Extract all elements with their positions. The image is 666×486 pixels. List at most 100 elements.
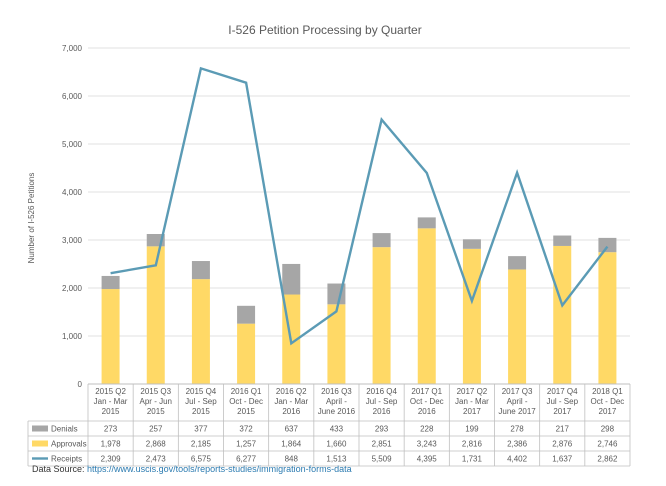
data-source-label: Data Source: — [32, 464, 85, 474]
table-cell: 4,395 — [417, 455, 438, 464]
x-category-label: Oct - Dec — [591, 397, 625, 406]
legend-key-denials — [32, 425, 48, 432]
table-cell: 433 — [330, 425, 344, 434]
table-cell: 2,746 — [597, 440, 618, 449]
x-category-label: June 2016 — [318, 407, 356, 416]
data-source: Data Source: https://www.uscis.gov/tools… — [32, 464, 352, 474]
table-cell: 1,637 — [552, 455, 573, 464]
y-tick-label: 5,000 — [62, 140, 83, 149]
table-cell: 372 — [239, 425, 253, 434]
x-category-label: Jul - Sep — [366, 397, 398, 406]
table-cell: 4,402 — [507, 455, 528, 464]
x-category-label: 2017 Q2 — [457, 387, 488, 396]
approvals-bar — [237, 323, 256, 384]
gridlines — [88, 47, 630, 385]
table-cell: 217 — [556, 425, 570, 434]
table-cell: 2,473 — [146, 455, 167, 464]
x-category-label: 2015 — [237, 407, 255, 416]
x-category-label: 2015 Q2 — [95, 387, 126, 396]
x-category-label: Jul - Sep — [546, 397, 578, 406]
receipts-line — [110, 66, 609, 346]
legend-label-denials: Denials — [51, 425, 78, 434]
x-category-label: 2016 — [418, 407, 436, 416]
approvals-bar — [327, 304, 346, 384]
x-category-label: 2018 Q1 — [592, 387, 623, 396]
x-category-label: 2016 — [282, 407, 300, 416]
approvals-bar — [417, 228, 436, 384]
x-category-label: 2016 Q2 — [276, 387, 307, 396]
approvals-bar — [372, 247, 391, 384]
legend-key-approvals — [32, 440, 48, 447]
denials-bar — [191, 261, 210, 280]
table-cell: 298 — [601, 425, 615, 434]
x-category-label: 2016 — [373, 407, 391, 416]
denials-bar — [553, 235, 572, 246]
table-cell: 1,513 — [326, 455, 347, 464]
x-category-label: 2015 Q4 — [186, 387, 217, 396]
table-cell: 2,851 — [372, 440, 393, 449]
x-category-label: 2015 Q3 — [140, 387, 171, 396]
table-cell: 848 — [285, 455, 299, 464]
denials-bar — [462, 239, 481, 249]
y-tick-label: 6,000 — [62, 92, 83, 101]
table-cell: 5,509 — [372, 455, 393, 464]
table-cell: 1,660 — [326, 440, 347, 449]
table-cell: 3,243 — [417, 440, 438, 449]
approvals-bar — [462, 248, 481, 384]
x-category-label: 2017 Q4 — [547, 387, 578, 396]
y-tick-label: 0 — [78, 380, 83, 389]
approvals-bar — [146, 246, 165, 384]
y-axis-label: Number of I-526 Petitions — [27, 173, 36, 264]
approvals-bar — [508, 269, 527, 384]
approvals-bar — [101, 289, 120, 384]
denials-bar — [417, 217, 436, 229]
x-category-label: 2016 Q4 — [366, 387, 397, 396]
table-cell: 2,185 — [191, 440, 212, 449]
bars — [101, 217, 617, 384]
table-cell: 2,876 — [552, 440, 573, 449]
approvals-bar — [598, 252, 617, 384]
table-cell: 377 — [194, 425, 208, 434]
approvals-bar — [191, 279, 210, 384]
x-category-label: Jan - Mar — [274, 397, 308, 406]
y-tick-label: 2,000 — [62, 284, 83, 293]
table-cell: 1,864 — [281, 440, 302, 449]
x-category-label: April - — [507, 397, 528, 406]
table-cell: 2,862 — [597, 455, 618, 464]
denials-bar — [372, 233, 391, 248]
legend-label-approvals: Approvals — [51, 440, 87, 449]
table-cell: 293 — [375, 425, 389, 434]
table-cell: 273 — [104, 425, 118, 434]
table-cell: 257 — [149, 425, 163, 434]
data-source-link[interactable]: https://www.uscis.gov/tools/reports-stud… — [87, 464, 352, 474]
x-category-label: 2016 Q3 — [321, 387, 352, 396]
x-category-label: Oct - Dec — [229, 397, 263, 406]
y-tick-label: 1,000 — [62, 332, 83, 341]
denials-bar — [101, 275, 120, 290]
x-category-label: 2015 — [192, 407, 210, 416]
x-category-label: Jul - Sep — [185, 397, 217, 406]
x-category-label: Jan - Mar — [455, 397, 489, 406]
x-category-label: June 2017 — [498, 407, 536, 416]
x-category-label: 2017 — [553, 407, 571, 416]
denials-bar — [282, 263, 301, 295]
table-cell: 199 — [465, 425, 479, 434]
x-category-label: Jan - Mar — [94, 397, 128, 406]
x-category-label: April - — [326, 397, 347, 406]
legend-label-receipts: Receipts — [51, 455, 82, 464]
table-cell: 1,978 — [101, 440, 122, 449]
table-cell: 1,731 — [462, 455, 483, 464]
x-category-label: Oct - Dec — [410, 397, 444, 406]
approvals-bar — [553, 245, 572, 384]
chart-title: I-526 Petition Processing by Quarter — [228, 23, 421, 37]
table-cell: 2,816 — [462, 440, 483, 449]
table-cell: 2,386 — [507, 440, 528, 449]
table-cell: 228 — [420, 425, 434, 434]
y-tick-label: 3,000 — [62, 236, 83, 245]
y-axis-ticks: 0 1,000 2,000 3,000 4,000 5,000 6,000 7,000 — [62, 44, 83, 389]
denials-bar — [237, 305, 256, 324]
table-cell: 6,575 — [191, 455, 212, 464]
x-category-label: 2016 Q1 — [231, 387, 262, 396]
